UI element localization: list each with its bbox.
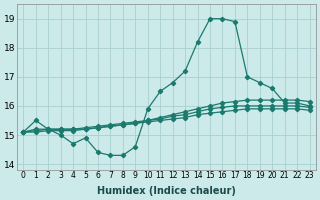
X-axis label: Humidex (Indice chaleur): Humidex (Indice chaleur) <box>97 186 236 196</box>
